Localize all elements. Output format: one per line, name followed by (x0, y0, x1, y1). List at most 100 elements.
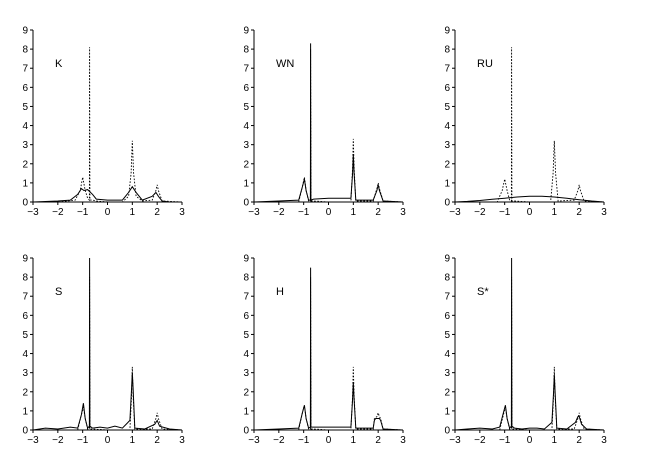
x-tick-label: −1 (499, 207, 511, 218)
y-tick-label: 5 (444, 330, 450, 341)
x-tick-label: −3 (248, 207, 260, 218)
y-tick-label: 6 (243, 83, 249, 94)
y-tick-label: 5 (22, 102, 28, 113)
x-tick-label: 0 (105, 435, 111, 446)
x-tick-label: −3 (248, 435, 260, 446)
panel-label: RU (477, 58, 493, 70)
y-tick-label: 9 (22, 254, 28, 265)
y-tick-label: 0 (444, 426, 450, 437)
series-solid-line (253, 267, 404, 431)
y-tick-label: 5 (444, 102, 450, 113)
x-tick-label: −2 (273, 207, 285, 218)
y-tick-label: 1 (243, 406, 249, 417)
y-tick-label: 3 (22, 140, 28, 151)
x-tick-label: 1 (130, 207, 136, 218)
y-tick-label: 1 (444, 178, 450, 189)
x-tick-label: 1 (552, 435, 558, 446)
x-tick-label: −3 (449, 207, 461, 218)
y-tick-label: 3 (22, 368, 28, 379)
y-tick-label: 4 (444, 349, 450, 360)
series-dotted-line (33, 47, 183, 203)
y-tick-label: 0 (243, 198, 249, 209)
x-tick-label: 2 (375, 207, 381, 218)
y-tick-label: 3 (444, 368, 450, 379)
y-tick-label: 0 (243, 426, 249, 437)
y-tick-label: 7 (243, 292, 249, 303)
series-dotted-line (33, 277, 183, 431)
x-tick-label: 0 (105, 207, 111, 218)
panel-label: S* (477, 286, 489, 298)
x-tick-label: 1 (351, 435, 357, 446)
x-tick-label: −1 (77, 207, 89, 218)
y-tick-label: 8 (243, 45, 249, 56)
series-solid-line (32, 257, 183, 431)
x-tick-label: −2 (474, 207, 486, 218)
x-tick-label: 1 (351, 207, 357, 218)
panel-wn: 0 1 2 3 4 5 6 7 8 9 −3 −2 −1 0 1 2 3 WN (243, 26, 406, 219)
y-tick-label: 9 (444, 254, 450, 265)
y-tick-label: 2 (22, 159, 28, 170)
y-tick-label: 8 (243, 273, 249, 284)
y-tick-label: 3 (243, 140, 249, 151)
y-tick-label: 2 (22, 387, 28, 398)
panel-label: WN (276, 58, 294, 70)
y-tick-label: 3 (243, 368, 249, 379)
series-dotted-line (254, 49, 404, 203)
x-tick-label: −2 (474, 435, 486, 446)
y-tick-label: 7 (243, 64, 249, 75)
x-tick-label: −1 (298, 435, 310, 446)
x-tick-label: 3 (400, 435, 406, 446)
panel-k: 0 1 2 3 4 5 6 7 8 9 −3 −2 −1 0 1 2 3 K (22, 26, 185, 219)
series-dotted-line (254, 277, 404, 431)
y-tick-label: 4 (444, 121, 450, 132)
y-tick-label: 2 (243, 387, 249, 398)
x-tick-label: −2 (273, 435, 285, 446)
series-dotted-line (455, 47, 605, 203)
y-tick-label: 8 (22, 273, 28, 284)
panel-s: 0 1 2 3 4 5 6 7 8 9 −3 −2 −1 0 1 2 3 S (22, 254, 185, 447)
panel-label: S (55, 286, 62, 298)
panel-label: H (276, 286, 284, 298)
y-tick-label: 6 (243, 311, 249, 322)
y-tick-label: 2 (444, 387, 450, 398)
y-tick-label: 8 (444, 273, 450, 284)
x-tick-label: 2 (154, 435, 160, 446)
y-tick-label: 0 (22, 426, 28, 437)
x-tick-label: −1 (298, 207, 310, 218)
y-tick-label: 6 (444, 311, 450, 322)
x-tick-label: 0 (326, 435, 332, 446)
x-tick-label: 3 (179, 435, 185, 446)
y-tick-label: 1 (243, 178, 249, 189)
y-tick-label: 9 (22, 26, 28, 37)
y-tick-label: 8 (22, 45, 28, 56)
x-tick-label: −2 (52, 207, 64, 218)
x-tick-label: 2 (154, 207, 160, 218)
x-tick-label: 2 (375, 435, 381, 446)
y-tick-label: 6 (22, 311, 28, 322)
y-tick-label: 9 (243, 26, 249, 37)
y-tick-label: 7 (22, 292, 28, 303)
x-tick-label: −3 (27, 207, 39, 218)
y-tick-label: 1 (444, 406, 450, 417)
y-tick-label: 1 (22, 178, 28, 189)
y-tick-label: 4 (243, 349, 249, 360)
series-solid-line (32, 185, 182, 203)
x-tick-label: 3 (601, 435, 607, 446)
y-tick-label: 4 (22, 349, 28, 360)
panel-label: K (55, 58, 63, 70)
y-tick-label: 7 (444, 292, 450, 303)
x-tick-label: 2 (576, 435, 582, 446)
y-tick-label: 3 (444, 140, 450, 151)
x-tick-label: 0 (527, 435, 533, 446)
y-tick-label: 6 (22, 83, 28, 94)
y-tick-label: 6 (444, 83, 450, 94)
panel-h: 0 1 2 3 4 5 6 7 8 9 −3 −2 −1 0 1 2 3 H (243, 254, 406, 447)
panel-sstar: 0 1 2 3 4 5 6 7 8 9 −3 −2 −1 0 1 2 3 S* (444, 254, 607, 447)
series-solid-line (454, 257, 605, 431)
x-tick-label: 1 (130, 435, 136, 446)
y-tick-label: 8 (444, 45, 450, 56)
y-tick-label: 0 (22, 198, 28, 209)
y-tick-label: 7 (444, 64, 450, 75)
y-tick-label: 5 (243, 330, 249, 341)
